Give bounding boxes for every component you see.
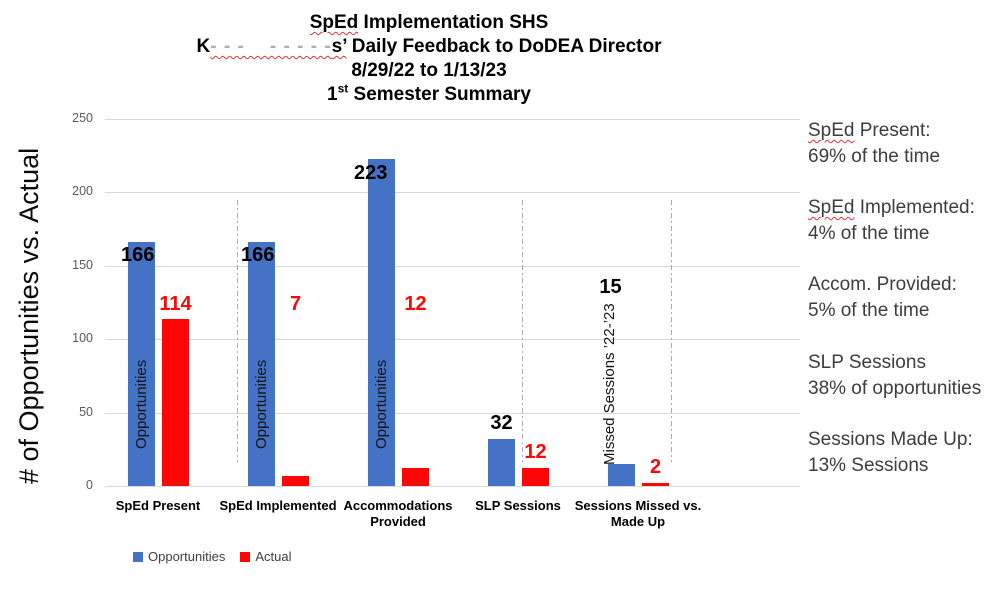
y-axis-title: # of Opportunities vs. Actual [14, 147, 44, 484]
y-tick-label: 250 [72, 111, 93, 125]
separator-line [237, 200, 238, 462]
title-line-1-rest: Implementation SHS [358, 12, 549, 33]
gridline [105, 119, 800, 120]
legend-swatch-actual [240, 551, 251, 562]
gridline [105, 486, 800, 487]
x-category-label: SpEd Implemented [219, 498, 337, 513]
annotation-accom-provided: Accom. Provided: 5% of the time [808, 272, 957, 324]
missed-sessions-label: Missed Sessions ’22-’23 [600, 303, 618, 465]
bar-inner-label: Opportunities [372, 359, 390, 449]
plot-area: 166 114 Opportunities 166 7 Opportunities 223 1… [105, 119, 800, 487]
y-tick-label: 200 [72, 184, 93, 199]
bar-opportunities-3 [488, 439, 515, 486]
bar-value-label: 114 [159, 293, 192, 315]
annotation-header-wavy: SpEd [808, 197, 855, 218]
legend-swatch-opportunities [133, 551, 143, 562]
gridline [105, 265, 800, 267]
annotation-header: Sessions Made Up: [808, 427, 973, 453]
bar-value-label: 166 [121, 244, 155, 267]
annotation-value: 69% of the time [808, 146, 941, 167]
x-category-label: Sessions Missed vs. Made Up [574, 498, 702, 529]
bar-value-label: 7 [289, 293, 302, 315]
annotation-header: Accom. Provided: [808, 272, 957, 298]
bar-inner-label: Opportunities [252, 359, 270, 449]
bar-opportunities-4 [608, 463, 635, 486]
annotation-header-rest: Present: [854, 120, 931, 141]
annotation-sessions-made-up: Sessions Made Up: 13% Sessions [808, 427, 973, 479]
bar-opportunities-1 [248, 242, 275, 486]
y-tick-label: 100 [72, 331, 93, 346]
annotation-header-wavy: SpEd [808, 120, 855, 141]
bar-value-label: 2 [649, 456, 662, 479]
annotation-value: 38% of opportunities [808, 378, 982, 399]
annotation-sped-implemented: SpEd Implemented: 4% of the time [808, 195, 975, 247]
bar-value-label: 12 [524, 441, 547, 464]
legend-label-actual: Actual [255, 549, 292, 564]
bar-actual-3 [522, 468, 549, 486]
title-line-1: SpEd Implementation SHS [0, 11, 858, 35]
x-category-label: SLP Sessions [475, 498, 561, 513]
bar-value-label: 32 [490, 412, 513, 435]
gridline [105, 339, 800, 341]
annotation-value: 4% of the time [808, 223, 930, 244]
annotation-header: SpEd Present: [808, 118, 940, 144]
gridline [105, 412, 800, 414]
legend-label-opportunities: Opportunities [148, 549, 226, 564]
title-line-3: 8/29/22 to 1/13/23 [351, 60, 507, 81]
bar-value-label: 12 [404, 293, 427, 315]
legend-item-opportunities: Opportunities [133, 549, 225, 564]
bar-opportunities-0 [128, 242, 155, 486]
legend-item-actual: Actual [240, 549, 291, 564]
annotation-sped-present: SpEd Present: 69% of the time [808, 118, 940, 170]
chart-title: SpEd Implementation SHS K- - - - - - - -… [0, 11, 858, 107]
y-tick-label: 0 [86, 478, 93, 492]
bar-value-label: 166 [241, 244, 275, 267]
bar-actual-4 [642, 483, 669, 486]
bar-opportunities-2 [368, 158, 395, 486]
bar-value-label: 223 [354, 161, 388, 184]
redacted-name: - - - - - - - - [210, 36, 332, 57]
title-sped-word: SpEd [309, 12, 359, 33]
annotation-header: SpEd Implemented: [808, 195, 975, 221]
bar-actual-2 [402, 468, 429, 486]
x-category-label: SpEd Present [115, 498, 201, 513]
title-line-2-rest: Daily Feedback to DoDEA Director [346, 36, 662, 57]
bar-inner-label: Opportunities [132, 359, 150, 449]
annotation-header-rest: Implemented: [854, 197, 975, 218]
title-ordinal-number: 1 [327, 84, 338, 105]
separator-line [522, 200, 523, 462]
title-line-4-rest: Semester Summary [348, 84, 531, 105]
bar-actual-1 [282, 475, 309, 486]
gridline [105, 192, 800, 194]
title-name-initial: K [196, 36, 211, 57]
y-tick-label: 150 [72, 257, 93, 272]
annotation-header-rest: Accom. Provided: [808, 274, 957, 295]
annotation-slp-sessions: SLP Sessions 38% of opportunities [808, 350, 981, 402]
annotation-header: SLP Sessions [808, 350, 981, 376]
legend: Opportunities Actual [133, 549, 291, 564]
title-line-2: K- - - - - - - -s’ Daily Feedback to DoD… [0, 35, 858, 59]
annotation-header-rest: SLP Sessions [808, 352, 926, 373]
separator-line [671, 200, 672, 462]
bar-value-label: 15 [599, 276, 622, 298]
annotation-value: 5% of the time [808, 300, 930, 321]
title-line-4: 1st Semester Summary [0, 83, 858, 107]
x-category-label: Accommodations Provided [343, 498, 453, 529]
y-tick-label: 50 [79, 404, 93, 419]
bar-actual-0 [162, 318, 189, 486]
title-ordinal-suffix: st [337, 81, 349, 96]
title-name-suffix: s’ [331, 36, 347, 57]
annotation-value: 13% Sessions [808, 455, 929, 476]
annotation-header-rest: Sessions Made Up: [808, 429, 973, 450]
